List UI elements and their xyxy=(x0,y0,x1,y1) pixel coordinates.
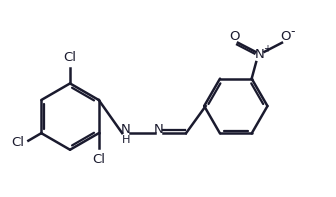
Text: Cl: Cl xyxy=(12,136,25,149)
Text: -: - xyxy=(291,25,295,38)
Text: Cl: Cl xyxy=(64,51,77,64)
Text: N: N xyxy=(255,48,265,61)
Text: O: O xyxy=(280,30,291,43)
Text: Cl: Cl xyxy=(92,153,105,166)
Text: H: H xyxy=(122,135,130,145)
Text: O: O xyxy=(229,30,240,43)
Text: +: + xyxy=(262,44,270,54)
Text: N: N xyxy=(121,123,131,136)
Text: N: N xyxy=(154,123,164,136)
